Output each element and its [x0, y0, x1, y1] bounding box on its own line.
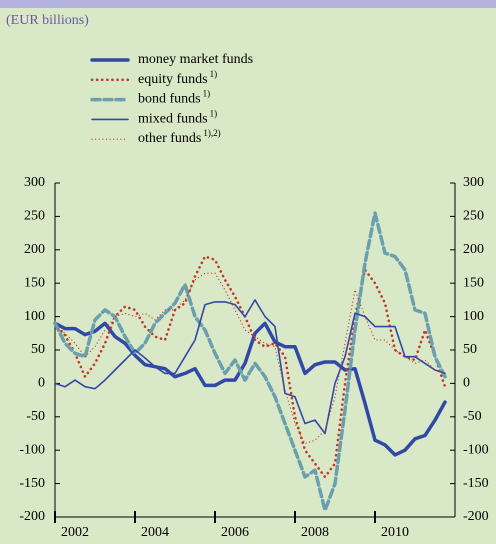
- y-tick-label: 150: [24, 275, 45, 290]
- legend-note: 1): [210, 108, 218, 118]
- y2-tick-label: 250: [463, 209, 484, 224]
- x-tick-label: 2002: [61, 525, 89, 540]
- legend-name: money market funds: [138, 52, 253, 67]
- x-tick-label: 2008: [301, 525, 329, 540]
- y-tick-label: 100: [24, 309, 45, 324]
- y-tick-label: -200: [19, 509, 45, 524]
- y-tick-label: -150: [19, 476, 45, 491]
- y-tick-label: 50: [31, 342, 45, 357]
- y2-tick-label: 200: [463, 242, 484, 257]
- y-tick-label: -100: [19, 442, 45, 457]
- series-line: [54, 299, 446, 435]
- legend-label: mixed funds 1): [138, 108, 217, 126]
- x-tick-label: 2006: [221, 525, 249, 540]
- y-tick-label: 300: [24, 175, 45, 190]
- y2-tick-label: 100: [463, 309, 484, 324]
- y-tick-label: 250: [24, 209, 45, 224]
- y2-tick-label: 300: [463, 175, 484, 190]
- legend-name: equity funds: [138, 72, 208, 87]
- y2-tick-label: 150: [463, 275, 484, 290]
- y2-tick-label: -100: [463, 442, 489, 457]
- legend-note: 1),2): [203, 128, 220, 138]
- y-tick-label: 0: [38, 376, 45, 391]
- legend-label: money market funds: [138, 52, 253, 67]
- legend-label: equity funds 1): [138, 69, 217, 87]
- x-tick-label: 2004: [141, 525, 169, 540]
- legend-label: bond funds 1): [138, 89, 210, 107]
- y2-tick-label: -200: [463, 509, 489, 524]
- y-tick-label: -50: [26, 409, 45, 424]
- y2-tick-label: 0: [463, 376, 470, 391]
- y2-tick-label: -50: [463, 409, 482, 424]
- series-line: [53, 211, 447, 513]
- series-line: [54, 272, 446, 445]
- legend-name: bond funds: [138, 92, 201, 107]
- y-tick-label: 200: [24, 242, 45, 257]
- x-tick-label: 2010: [381, 525, 409, 540]
- series-line: [53, 321, 447, 457]
- legend-note: 1): [203, 89, 211, 99]
- legend-name: mixed funds: [138, 112, 208, 127]
- legend-label: other funds 1),2): [138, 128, 221, 146]
- legend-name: other funds: [138, 131, 201, 146]
- series-line: [53, 255, 447, 479]
- chart-subtitle: (EUR billions): [6, 13, 89, 28]
- y2-tick-label: -150: [463, 476, 489, 491]
- legend-note: 1): [210, 69, 218, 79]
- y2-tick-label: 50: [463, 342, 477, 357]
- header-band: [0, 0, 496, 8]
